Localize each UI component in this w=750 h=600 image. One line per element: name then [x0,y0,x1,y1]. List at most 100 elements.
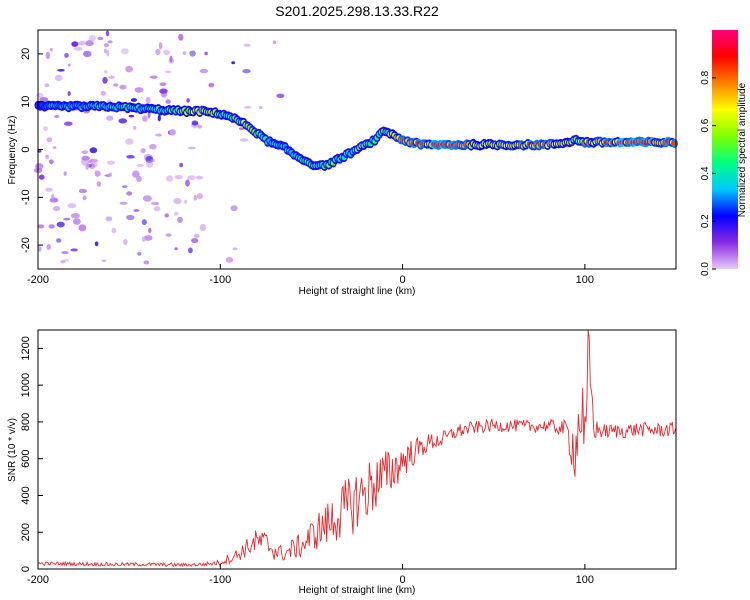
spectrogram-noise-blob [70,248,78,252]
spectrogram-noise-blob [45,51,51,59]
spectrogram-noise-blob [133,209,140,212]
spectrogram-noise-blob [157,114,161,122]
spectrogram-noise-blob [85,162,89,170]
spectrogram-noise-blob [134,87,144,93]
snr-y-label: SNR (10 * v/v) [7,418,18,482]
spectrogram-noise-blob [94,170,101,177]
snr-background [38,330,676,569]
spectrogram-noise-blob [71,41,79,47]
y-tick-label: 800 [20,413,32,431]
spectrogram-y-label: Frequency (Hz) [7,116,18,185]
spectrogram-noise-blob [185,179,190,187]
spectrogram-noise-blob [45,154,50,160]
spectrogram-noise-blob [54,74,63,82]
spectrogram-noise-blob [106,160,116,165]
spectrogram-noise-blob [97,36,104,41]
y-tick-label: 200 [20,523,32,541]
spectrogram-noise-blob [106,49,110,57]
spectrogram-noise-blob [83,50,92,58]
spectrogram-noise-blob [81,155,90,161]
spectrogram-noise-blob [45,187,53,192]
spectrogram-noise-blob [39,97,49,103]
spectrogram-noise-blob [73,218,81,225]
spectrogram-noise-blob [108,172,112,177]
spectrogram-noise-blob [163,49,171,56]
spectrogram-noise-blob [52,146,57,149]
spectrogram-noise-blob [164,213,170,218]
spectrogram-noise-blob [140,148,146,154]
spectrogram-noise-blob [195,175,204,180]
spectrogram-noise-blob [173,198,182,205]
spectrogram-noise-blob [107,40,113,44]
spectrogram-noise-blob [89,147,98,154]
spectrogram-noise-blob [119,84,127,90]
spectrogram-noise-blob [142,115,148,122]
spectrogram-noise-blob [102,76,108,84]
spectrogram-noise-blob [194,233,200,238]
spectrogram-noise-blob [121,48,129,55]
spectrogram-noise-blob [67,203,77,209]
snr-frame [37,329,677,570]
spectrogram-noise-blob [113,83,119,87]
snr-x-label: Height of straight line (km) [299,585,416,596]
spectrogram-y-ticks: -20 -10 0 10 20 [20,48,43,253]
spectrogram-noise-blob [189,50,196,57]
spectrogram-noise-blob [60,260,66,264]
spectrogram-noise-blob [137,252,142,256]
spectrogram-noise-blob [230,205,238,212]
spectrogram-noise-blob [101,259,107,263]
spectrogram-noise-blob [186,98,190,103]
y-tick-label: -20 [20,237,32,253]
spectrogram-noise-blob [64,121,73,126]
colorbar-gradient [712,30,738,269]
spectrogram-noise-blob [179,162,184,168]
spectrogram-noise-blob [49,48,53,52]
spectrogram-noise-blob [159,88,168,94]
spectrogram-x-label: Height of straight line (km) [299,286,416,297]
spectrogram-noise-blob [94,241,99,247]
spectrogram-noise-blob [239,138,249,142]
spectrogram-noise-blob [56,221,65,228]
spectrogram-noise-blob [164,70,172,74]
spectrogram-noise-blob [136,163,145,167]
spectrogram-noise-blob [46,244,51,250]
spectrogram-x-ticks: -200 -100 0 100 [27,264,594,286]
spectrogram-noise-blob [71,213,80,219]
spectrogram-noise-blob [125,138,134,145]
spectrogram-noise-blob [103,70,108,74]
spectrogram-noise-blob [56,238,62,243]
spectrogram-noise-blob [43,126,48,132]
spectrogram-marks [33,30,678,265]
spectrogram-noise-blob [48,224,55,229]
x-tick-label: -100 [209,574,231,586]
spectrogram-noise-blob [158,42,163,50]
spectrogram-noise-blob [184,199,188,204]
spectrogram-noise-blob [141,219,147,226]
spectrogram-noise-blob [122,185,128,189]
spectrogram-noise-blob [188,247,193,254]
spectrogram-noise-blob [57,69,65,72]
spectrogram-noise-blob [96,181,102,187]
spectrogram-noise-blob [78,224,87,232]
chart-title: S201.2025.298.13.33.R22 [275,3,439,19]
y-tick-label: 1000 [20,373,32,397]
spectrogram-noise-blob [105,30,110,37]
spectrogram-noise-blob [64,52,69,58]
spectrogram-noise-blob [88,34,97,42]
spectrogram-noise-blob [48,159,54,165]
spectrogram-noise-blob [242,69,251,74]
snr-x-ticks: -200 -100 0 100 [27,564,594,586]
snr-y-ticks: 0 200 400 600 800 1000 1200 [20,336,43,572]
spectrogram-noise-blob [37,224,45,229]
spectrogram-noise-blob [78,188,88,194]
spectrogram-noise-blob [199,224,207,232]
x-tick-label: 0 [400,274,406,286]
spectrogram-noise-blob [133,126,137,130]
y-tick-label: 1200 [20,336,32,360]
spectrogram-noise-blob [63,171,67,176]
spectrogram-noise-blob [272,40,277,45]
spectrogram-noise-blob [123,238,128,246]
x-tick-label: 100 [576,274,594,286]
spectrogram-noise-blob [238,127,245,130]
